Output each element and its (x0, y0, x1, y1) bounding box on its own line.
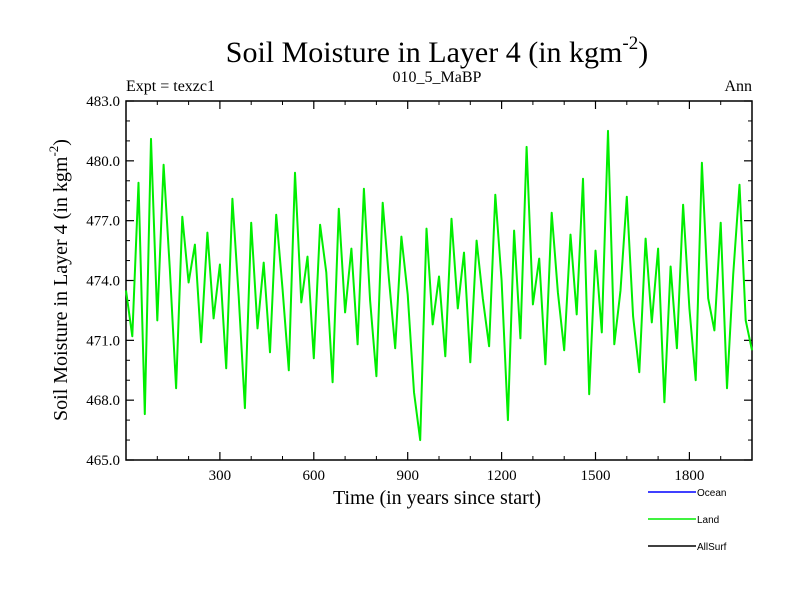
season-label: Ann (724, 78, 752, 95)
y-tick-label: 468.0 (86, 393, 120, 409)
period-label: 010_5_MaBP (393, 69, 482, 86)
legend-label-allsurf: AllSurf (697, 542, 727, 553)
chart-title: Soil Moisture in Layer 4 (in kgm-2) (226, 33, 648, 69)
y-tick-label: 474.0 (86, 274, 120, 290)
legend: Ocean Land AllSurf (648, 488, 727, 553)
x-tick-label: 300 (209, 468, 232, 484)
x-tick-label: 1800 (674, 468, 704, 484)
y-tick-label: 480.0 (86, 154, 120, 170)
y-tick-label: 483.0 (86, 94, 120, 110)
experiment-label: Expt = texzc1 (126, 78, 215, 95)
x-axis-label: Time (in years since start) (333, 487, 541, 509)
x-tick-label: 900 (396, 468, 419, 484)
legend-label-land: Land (697, 515, 719, 526)
series-layer (125, 129, 753, 442)
legend-label-ocean: Ocean (697, 488, 726, 499)
y-axis-label: Soil Moisture in Layer 4 (in kgm-2) (46, 139, 72, 421)
y-tick-label: 465.0 (86, 453, 120, 469)
x-axis: 300 600 900 1200 1500 1800 (156, 101, 722, 484)
series-line-land (125, 129, 753, 442)
x-tick-label: 1500 (581, 468, 611, 484)
x-tick-label: 1200 (487, 468, 517, 484)
y-axis: 465.0 468.0 471.0 474.0 477.0 480.0 483.0 (86, 94, 752, 469)
y-tick-label: 477.0 (86, 214, 120, 230)
x-tick-label: 600 (303, 468, 326, 484)
y-tick-label: 471.0 (86, 333, 120, 349)
